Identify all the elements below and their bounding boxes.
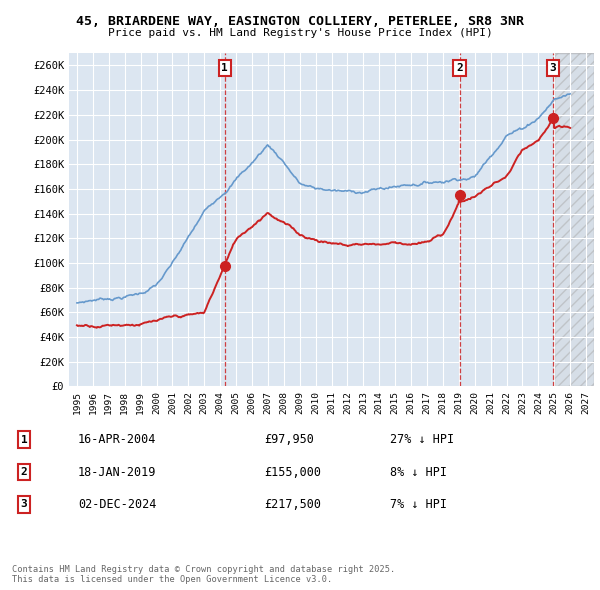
Bar xyxy=(554,53,594,386)
Text: £155,000: £155,000 xyxy=(264,466,321,478)
Text: 02-DEC-2024: 02-DEC-2024 xyxy=(78,498,157,511)
Text: 2: 2 xyxy=(20,467,28,477)
Text: 2: 2 xyxy=(456,63,463,73)
Text: Contains HM Land Registry data © Crown copyright and database right 2025.
This d: Contains HM Land Registry data © Crown c… xyxy=(12,565,395,584)
Text: £97,950: £97,950 xyxy=(264,433,314,446)
Text: 3: 3 xyxy=(20,500,28,509)
Text: 3: 3 xyxy=(550,63,556,73)
Text: 18-JAN-2019: 18-JAN-2019 xyxy=(78,466,157,478)
Text: Price paid vs. HM Land Registry's House Price Index (HPI): Price paid vs. HM Land Registry's House … xyxy=(107,28,493,38)
Text: £217,500: £217,500 xyxy=(264,498,321,511)
Text: 45, BRIARDENE WAY, EASINGTON COLLIERY, PETERLEE, SR8 3NR: 45, BRIARDENE WAY, EASINGTON COLLIERY, P… xyxy=(76,15,524,28)
Text: 27% ↓ HPI: 27% ↓ HPI xyxy=(390,433,454,446)
Text: 1: 1 xyxy=(20,435,28,444)
Bar xyxy=(554,53,594,386)
Text: 16-APR-2004: 16-APR-2004 xyxy=(78,433,157,446)
Text: 1: 1 xyxy=(221,63,228,73)
Text: 7% ↓ HPI: 7% ↓ HPI xyxy=(390,498,447,511)
Text: 8% ↓ HPI: 8% ↓ HPI xyxy=(390,466,447,478)
